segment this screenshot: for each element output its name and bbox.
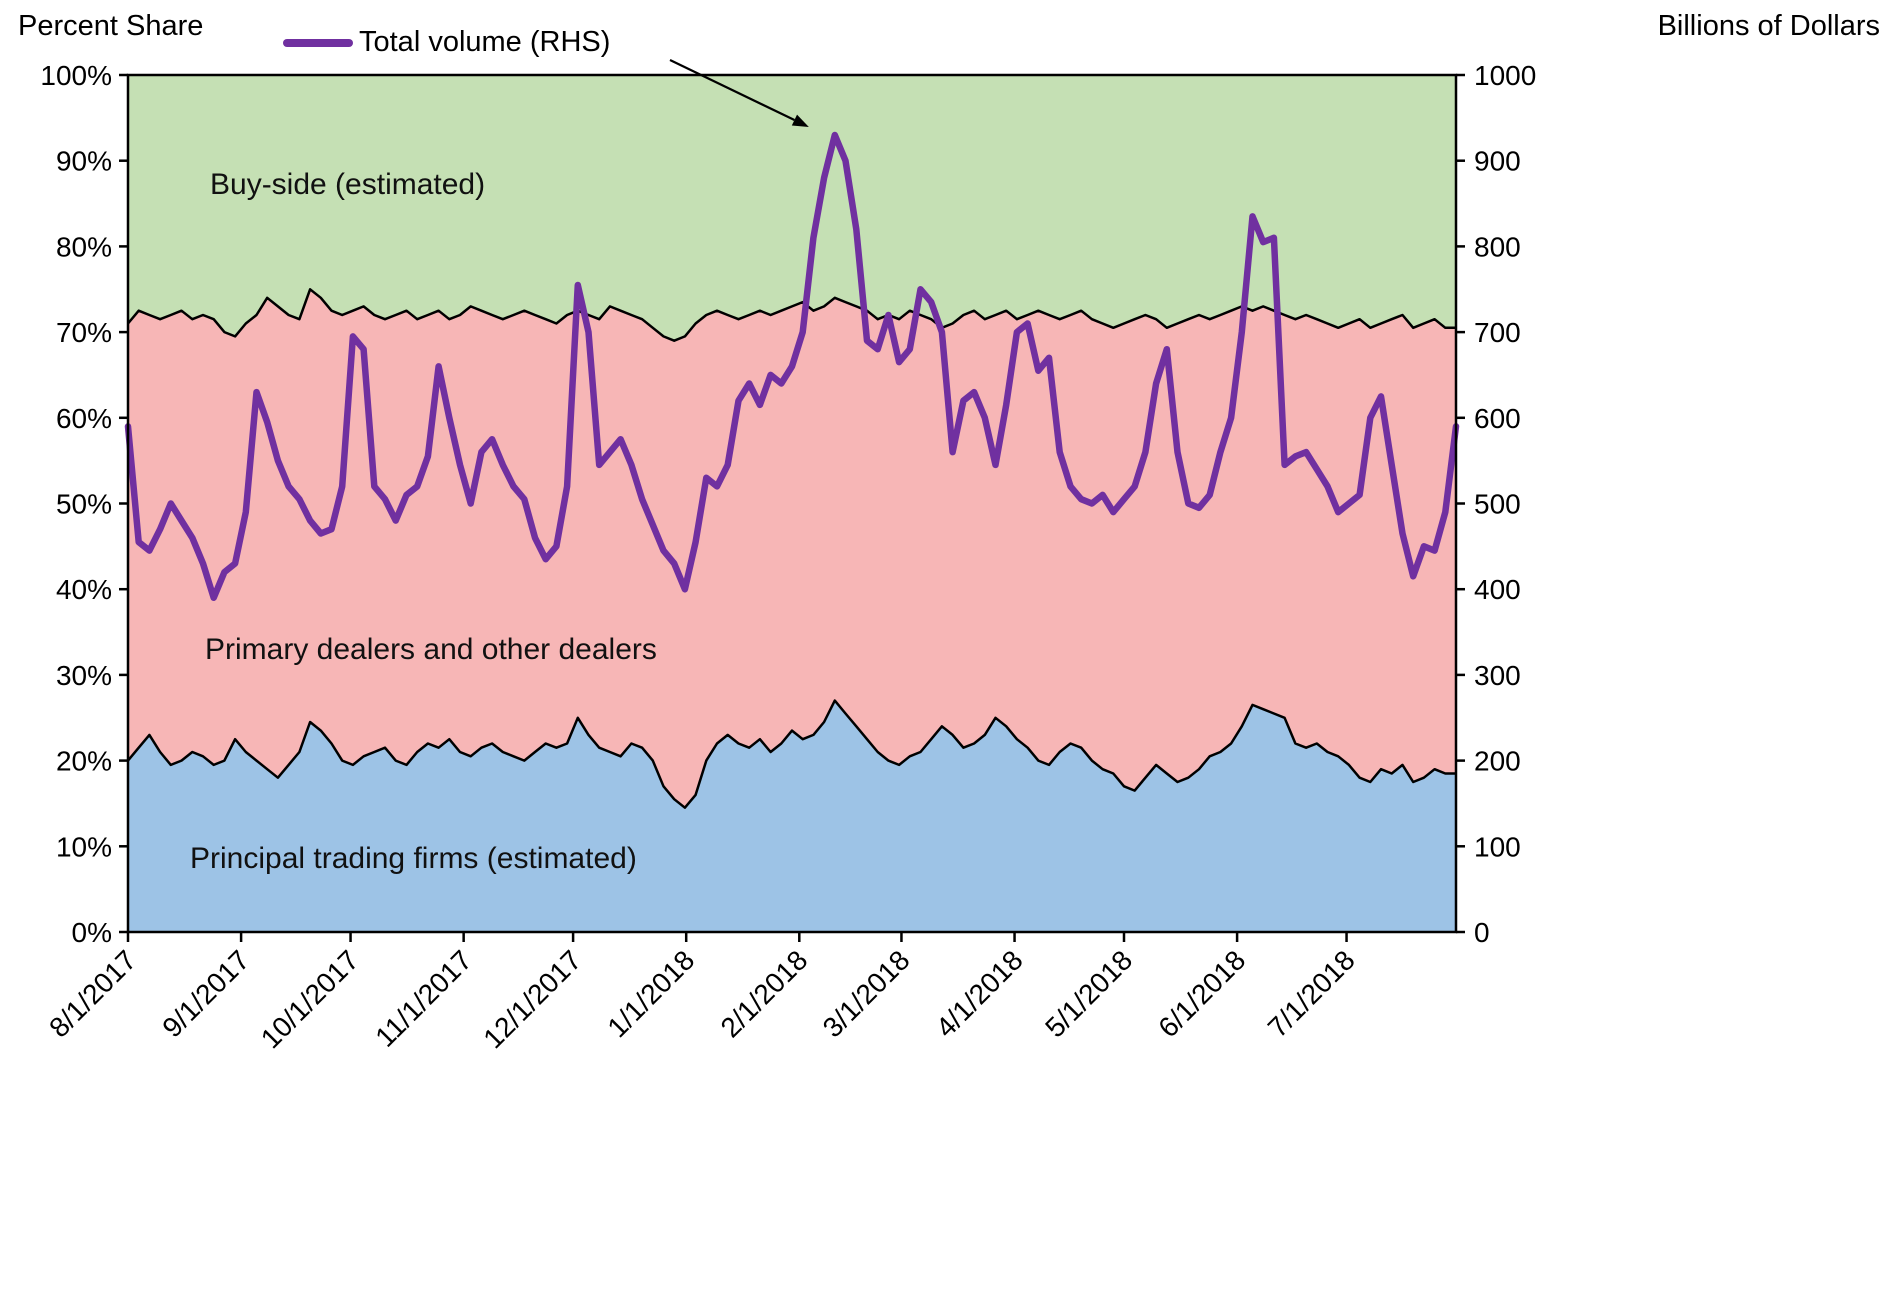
x-axis-tick-label: 7/1/2018 (1262, 944, 1361, 1043)
left-axis-tick-label: 20% (56, 746, 112, 777)
x-axis-tick-label: 11/1/2017 (369, 944, 478, 1053)
annotation-arrow-line (669, 59, 795, 122)
right-axis-tick-label: 300 (1474, 660, 1521, 691)
x-axis-tick-label: 3/1/2018 (817, 944, 916, 1043)
left-axis-tick-label: 90% (56, 146, 112, 177)
x-axis-tick-label: 10/1/2017 (255, 944, 365, 1054)
annotation-arrow-head (791, 114, 809, 127)
x-axis-tick-label: 8/1/2017 (43, 944, 142, 1043)
right-axis-tick-label: 0 (1474, 917, 1490, 948)
right-axis-tick-label: 600 (1474, 403, 1521, 434)
buy-side-area-label: Buy-side (estimated) (210, 168, 486, 201)
left-axis-tick-label: 60% (56, 403, 112, 434)
total-volume-line (124, 131, 1460, 602)
legend-line-swatch (283, 38, 353, 47)
ptf-area-label: Principal trading firms (estimated) (190, 842, 637, 875)
dealers-area-label: Primary dealers and other dealers (205, 633, 657, 666)
legend: Total volume (RHS) (283, 26, 610, 59)
left-axis-tick-label: 50% (56, 489, 112, 520)
x-axis-tick-label: 4/1/2018 (930, 944, 1029, 1043)
right-axis-tick-label: 500 (1474, 489, 1521, 520)
left-axis-tick-label: 40% (56, 574, 112, 605)
x-axis-tick-label: 6/1/2018 (1152, 944, 1251, 1043)
x-axis-tick-label: 12/1/2017 (477, 944, 587, 1054)
right-axis-tick-label: 1000 (1474, 60, 1536, 91)
left-axis-tick-label: 30% (56, 660, 112, 691)
right-axis-tick-label: 100 (1474, 831, 1521, 862)
right-axis-tick-label: 200 (1474, 746, 1521, 777)
right-axis-tick-label: 800 (1474, 231, 1521, 262)
x-axis-tick-label: 1/1/2018 (601, 944, 700, 1043)
dealers-boundary-line (127, 288, 1456, 342)
x-axis-tick-label: 2/1/2018 (715, 944, 814, 1043)
left-axis-tick-label: 70% (56, 317, 112, 348)
left-axis-title: Percent Share (18, 10, 204, 42)
right-axis-tick-label: 900 (1474, 146, 1521, 177)
left-axis-tick-label: 10% (56, 831, 112, 862)
ptf-boundary-line (127, 699, 1456, 809)
right-axis-tick-label: 700 (1474, 317, 1521, 348)
x-axis-tick-label: 9/1/2017 (156, 944, 255, 1043)
legend-label: Total volume (RHS) (359, 26, 611, 58)
right-axis-tick-label: 400 (1474, 574, 1521, 605)
right-axis-title: Billions of Dollars (1657, 10, 1880, 42)
left-axis-tick-label: 100% (40, 60, 112, 91)
left-axis-tick-label: 80% (56, 231, 112, 262)
left-axis-tick-label: 0% (72, 917, 112, 948)
x-axis-tick-label: 5/1/2018 (1039, 944, 1138, 1043)
ptf-area (128, 700, 1456, 932)
